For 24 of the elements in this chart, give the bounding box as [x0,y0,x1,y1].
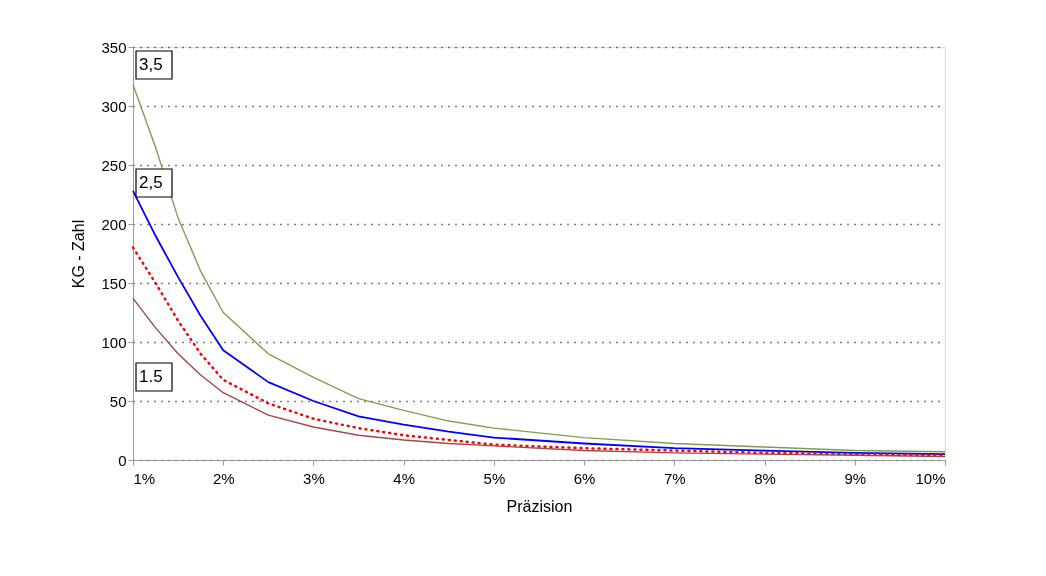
x-tick-label: 6% [573,469,596,487]
y-tick-label: 0 [118,451,127,469]
y-tick-label: 100 [101,333,127,351]
x-tick-label: 5% [483,469,506,487]
y-axis-title: KG - Zahl [70,219,88,289]
x-tick-label: 8% [754,469,776,487]
y-tick-label: 300 [101,97,127,115]
x-tick-label: 9% [844,469,867,487]
x-tick-label: 4% [393,469,416,487]
x-axis-title: Präzision [506,497,573,515]
x-tick-label: 1% [133,469,156,487]
annotation: 2,5 [139,173,163,192]
x-tick-label: 10% [915,469,946,487]
x-tick-label: 2% [212,469,235,487]
annotation: 3,5 [139,55,163,74]
x-tick-label: 7% [663,469,686,487]
x-tick-label: 3% [303,469,325,487]
y-tick-label: 50 [109,392,127,410]
y-tick-label: 200 [101,215,127,233]
y-tick-label: 150 [101,274,127,292]
annotation: 1.5 [139,367,163,386]
y-tick-label: 350 [101,38,127,56]
line-series [132,84,946,453]
y-tick-label: 250 [101,156,127,174]
